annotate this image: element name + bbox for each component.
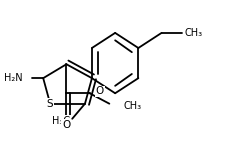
Text: CH₃: CH₃ <box>185 28 203 38</box>
Text: S: S <box>47 99 54 109</box>
Text: H₃C: H₃C <box>52 116 70 126</box>
Text: O: O <box>62 120 71 130</box>
Text: H₂N: H₂N <box>4 73 22 83</box>
Text: O: O <box>96 86 104 96</box>
Text: CH₃: CH₃ <box>123 101 141 111</box>
